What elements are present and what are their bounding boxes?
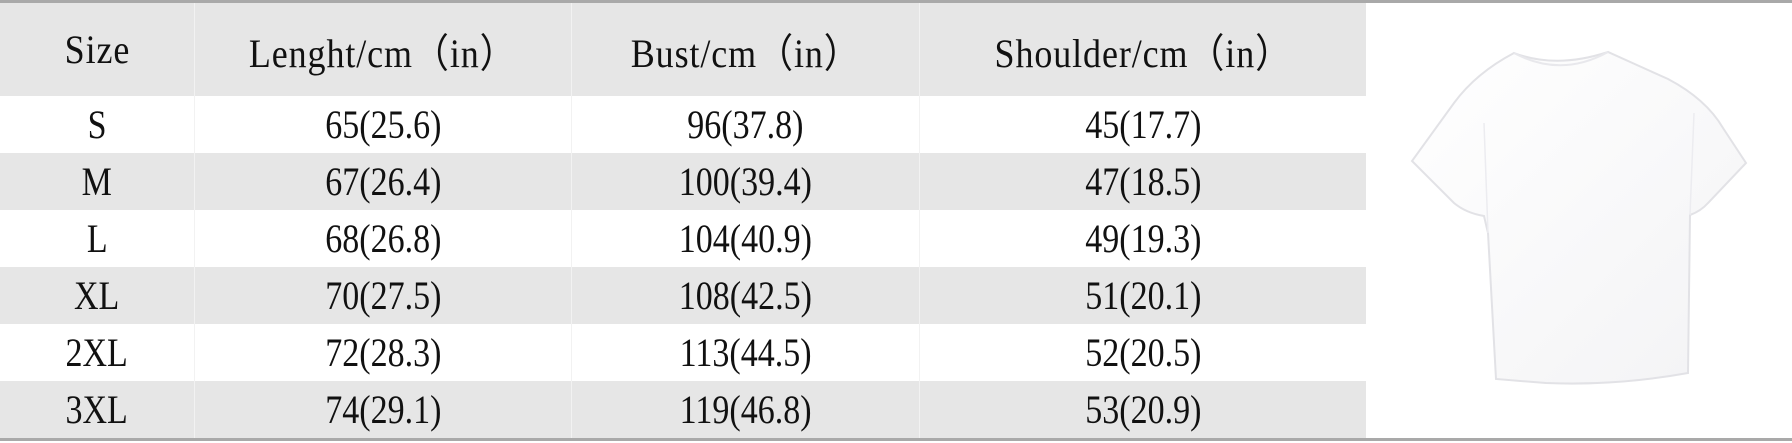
cell-size: 3XL [0, 381, 195, 438]
cell-length: 67(26.4) [195, 153, 572, 210]
cell-size: 2XL [0, 324, 195, 381]
cell-size: L [0, 210, 195, 267]
header-row: Size Lenght/cm（in） Bust/cm（in） Shoulder/… [0, 3, 1366, 96]
table-row: 3XL 74(29.1) 119(46.8) 53(20.9) [0, 381, 1366, 438]
cell-size: XL [0, 267, 195, 324]
tshirt-image [1366, 3, 1792, 438]
size-chart-table: Size Lenght/cm（in） Bust/cm（in） Shoulder/… [0, 3, 1366, 438]
cell-bust: 119(46.8) [572, 381, 920, 438]
table-row: L 68(26.8) 104(40.9) 49(19.3) [0, 210, 1366, 267]
cell-shoulder: 47(18.5) [1084, 159, 1202, 204]
header-length: Lenght/cm（in） [195, 3, 572, 96]
table-row: 2XL 72(28.3) 113(44.5) 52(20.5) [0, 324, 1366, 381]
header-size: Size [0, 3, 195, 96]
table-row: XL 70(27.5) 108(42.5) 51(20.1) [0, 267, 1366, 324]
cell-bust: 100(39.4) [572, 153, 920, 210]
cell-bust: 96(37.8) [572, 96, 920, 153]
bottom-border [0, 438, 1792, 441]
cell-size: S [0, 96, 195, 153]
cell-length: 68(26.8) [195, 210, 572, 267]
cell-bust: 104(40.9) [572, 210, 920, 267]
cell-length: 72(28.3) [195, 324, 572, 381]
cell-shoulder: 53(20.9) [1084, 387, 1202, 432]
table-row: S 65(25.6) 96(37.8) 45(17.7) [0, 96, 1366, 153]
cell-shoulder: 51(20.1) [1084, 273, 1202, 318]
cell-shoulder: 52(20.5) [1084, 330, 1202, 375]
cell-shoulder: 49(19.3) [1084, 216, 1202, 261]
table-row: M 67(26.4) 100(39.4) 47(18.5) [0, 153, 1366, 210]
cell-size: M [0, 153, 195, 210]
header-shoulder: Shoulder/cm（in） [994, 30, 1292, 76]
cell-bust: 113(44.5) [572, 324, 920, 381]
cell-length: 70(27.5) [195, 267, 572, 324]
cell-length: 65(25.6) [195, 96, 572, 153]
tshirt-icon [1410, 50, 1748, 385]
cell-bust: 108(42.5) [572, 267, 920, 324]
header-bust: Bust/cm（in） [572, 3, 920, 96]
cell-length: 74(29.1) [195, 381, 572, 438]
top-border [0, 0, 1792, 3]
cell-shoulder: 45(17.7) [1084, 102, 1202, 147]
